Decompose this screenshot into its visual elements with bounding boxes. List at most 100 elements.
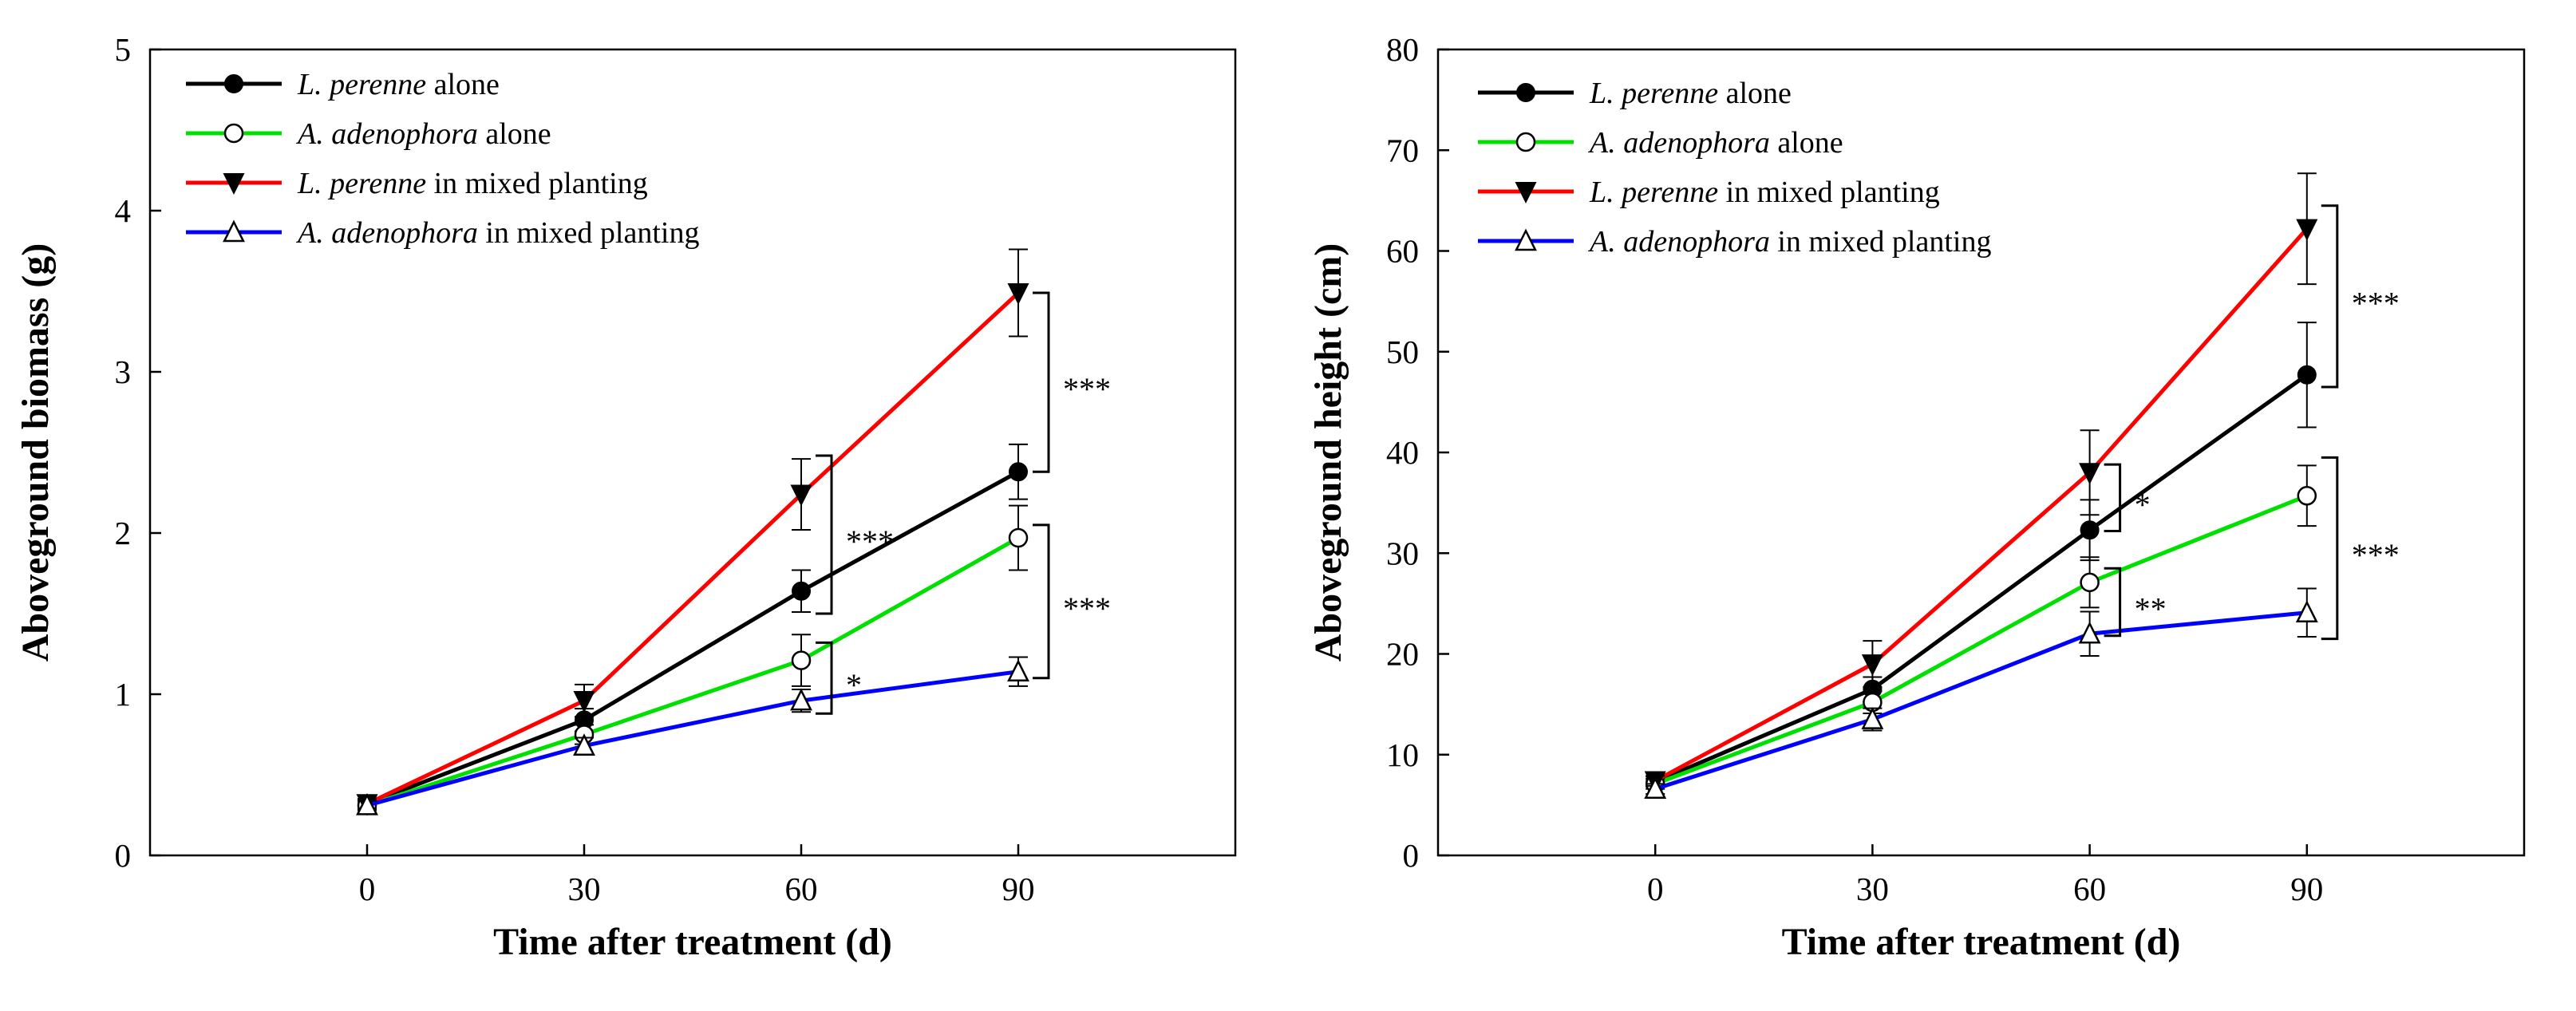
legend-condition: alone <box>1718 77 1792 110</box>
data-point <box>1861 654 1883 677</box>
legend-marker <box>1515 181 1537 203</box>
legend-marker <box>223 219 245 243</box>
plot-frame <box>148 48 1237 857</box>
data-point <box>2297 486 2317 506</box>
y-tick-label: 10 <box>1386 737 1419 773</box>
legend-label: L. perenne in mixed planting <box>1589 176 1940 209</box>
x-tick-label: 60 <box>2073 871 2106 907</box>
legend-label: L. perenne in mixed planting <box>297 167 648 200</box>
y-tick-label: 50 <box>1386 334 1419 370</box>
data-point <box>790 688 812 711</box>
data-point <box>1009 462 1028 482</box>
y-tick-label: 0 <box>115 837 132 874</box>
legend-marker <box>224 74 243 93</box>
y-tick-label: 70 <box>1386 132 1419 168</box>
significance-bracket <box>1033 523 1050 680</box>
chart-height: 0 10 20 30 40 50 60 70 80 0 30 60 90 Time after treat… <box>1307 31 2526 963</box>
significance-label: *** <box>1063 371 1111 407</box>
y-axis-title: Aboveground biomass (g) <box>14 243 57 662</box>
legend-species: A. adenophora <box>295 117 478 151</box>
series-line <box>365 291 1020 806</box>
data-point <box>1007 282 1029 306</box>
significance-label: *** <box>846 523 894 559</box>
significance-label: *** <box>2352 285 2400 321</box>
data-point <box>2079 463 2101 485</box>
legend-label: A. adenophora in mixed planting <box>295 216 699 250</box>
data-point <box>2296 219 2318 241</box>
significance-label: ** <box>2135 590 2167 626</box>
legend-condition: in mixed planting <box>478 216 700 250</box>
y-tick-label: 80 <box>1386 31 1419 68</box>
data-point <box>2080 572 2100 593</box>
plot-frame <box>1436 48 2526 857</box>
x-tick-label: 90 <box>2290 871 2323 907</box>
data-point <box>1007 659 1029 682</box>
series-1 <box>358 443 1028 814</box>
legend-condition: alone <box>478 117 551 151</box>
legend-species: A. adenophora <box>295 216 478 250</box>
x-tick-label: 90 <box>1002 871 1035 907</box>
data-point <box>1008 527 1029 548</box>
y-tick-label: 1 <box>115 676 132 713</box>
legend-label: A. adenophora in mixed planting <box>1587 225 1991 259</box>
legend-marker <box>1515 132 1536 152</box>
data-point <box>790 484 812 507</box>
series-line <box>1654 493 2308 786</box>
significance-bracket <box>816 641 833 715</box>
y-tick-label: 20 <box>1386 636 1419 673</box>
data-point <box>2078 621 2101 644</box>
y-tick-label: 60 <box>1386 233 1419 270</box>
legend-entry-1: L. perenne alone <box>1478 77 1792 110</box>
significance-label: * <box>2135 487 2151 523</box>
legend-entry-1: L. perenne alone <box>186 68 500 101</box>
significance-bracket <box>2321 204 2339 389</box>
chart-biomass: 0 1 2 3 4 5 0 30 60 90 Time after treatment (d) Abo… <box>14 31 1237 963</box>
x-tick-label: 60 <box>785 871 818 907</box>
x-tick-label: 30 <box>1856 871 1889 907</box>
series-1 <box>1646 322 2317 792</box>
x-tick-label: 0 <box>1647 871 1664 907</box>
legend-entry-2: A. adenophora alone <box>1478 126 1843 160</box>
series-line <box>366 470 1020 806</box>
significance-bracket <box>2321 456 2339 641</box>
legend-label: A. adenophora alone <box>295 117 551 151</box>
significance-label: *** <box>1063 590 1111 626</box>
data-point <box>791 650 812 670</box>
legend-condition: alone <box>1770 126 1843 160</box>
significance-bracket <box>2104 463 2122 532</box>
y-tick-label: 4 <box>115 192 132 229</box>
legend-label: A. adenophora alone <box>1587 126 1843 160</box>
series-line <box>1654 373 2309 784</box>
series-line <box>366 535 1020 808</box>
series-line <box>1654 227 2309 783</box>
series-4 <box>356 656 1029 816</box>
data-point <box>792 581 811 601</box>
y-tick-label: 5 <box>115 31 132 68</box>
significance-bracket <box>816 454 833 615</box>
y-tick-label: 40 <box>1386 434 1419 471</box>
data-point <box>573 691 595 713</box>
y-axis-title: Aboveground height (cm) <box>1307 243 1349 661</box>
legend-condition: alone <box>426 68 500 101</box>
legend-entry-4: A. adenophora in mixed planting <box>1478 225 1991 259</box>
legend-entry-2: A. adenophora alone <box>186 117 551 151</box>
significance-label: * <box>846 667 862 703</box>
legend-marker <box>223 123 244 144</box>
data-point <box>1861 707 1884 729</box>
y-tick-label: 30 <box>1386 535 1419 571</box>
data-point <box>2080 520 2100 540</box>
data-point <box>2295 600 2318 623</box>
data-point <box>573 733 595 756</box>
series-3 <box>1644 172 2318 793</box>
legend-condition: in mixed planting <box>426 167 648 200</box>
legend-species: A. adenophora <box>1587 225 1770 259</box>
legend-species: L. perenne <box>297 167 426 200</box>
data-point <box>2297 365 2317 385</box>
legend-species: A. adenophora <box>1587 126 1770 160</box>
series-4 <box>1644 587 2318 799</box>
y-tick-label: 2 <box>115 515 132 551</box>
series-line <box>366 669 1019 808</box>
y-tick-label: 3 <box>115 353 132 390</box>
y-tick-label: 0 <box>1403 837 1420 874</box>
